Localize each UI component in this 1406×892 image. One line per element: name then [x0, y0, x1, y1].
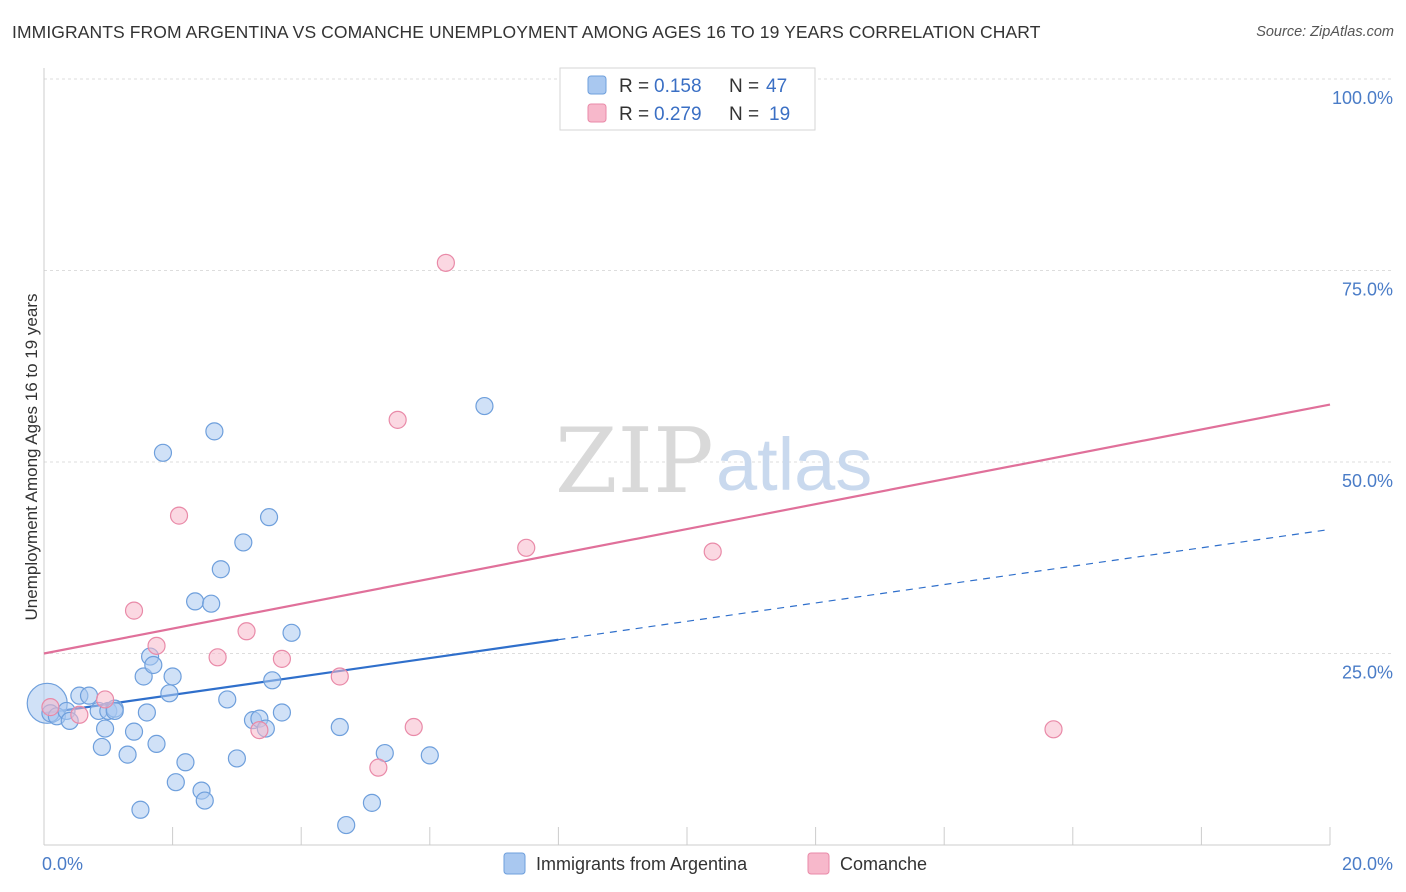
point-comanche [208, 648, 227, 667]
point-argentina [234, 533, 253, 552]
point-argentina [420, 746, 439, 765]
legend-n-label-1: N = [729, 76, 759, 97]
watermark: ZIP atlas [555, 409, 872, 514]
legend-r-value-1: 0.158 [654, 76, 702, 97]
point-argentina [272, 703, 292, 722]
point-argentina [330, 717, 349, 737]
watermark-atlas: atlas [716, 423, 872, 506]
correlation-legend: R = 0.158 N = 47 R = 0.279 N = 19 [559, 67, 816, 131]
point-comanche [147, 636, 166, 655]
trend-lines [43, 403, 1331, 715]
point-argentina [263, 671, 282, 690]
point-argentina [202, 594, 221, 613]
point-comanche [237, 622, 256, 641]
legend-r-label-2: R = [619, 104, 649, 125]
x-tick-label: 0.0% [42, 854, 83, 874]
point-argentina [362, 793, 382, 812]
point-comanche [41, 698, 60, 717]
point-argentina [282, 623, 301, 642]
point-argentina [337, 815, 356, 835]
point-argentina [227, 749, 246, 768]
point-argentina [163, 667, 182, 686]
legend-r-label-1: R = [619, 76, 649, 97]
point-argentina [144, 655, 163, 675]
point-argentina [205, 422, 224, 441]
chart-title: IMMIGRANTS FROM ARGENTINA VS COMANCHE UN… [12, 22, 1041, 42]
point-argentina [153, 443, 173, 462]
legend-n-value-1: 47 [766, 76, 787, 97]
point-argentina [160, 684, 179, 703]
tick-labels: 100.0% 75.0% 50.0% 25.0% 0.0% 20.0% [42, 88, 1393, 874]
legend-n-label-2: N = [729, 104, 759, 125]
point-argentina [124, 722, 144, 741]
x-tick-label: 20.0% [1342, 854, 1393, 874]
point-comanche [330, 667, 349, 686]
bottom-legend-label-argentina: Immigrants from Argentina [536, 854, 748, 874]
legend-r-value-2: 0.279 [654, 104, 702, 125]
point-comanche [703, 542, 722, 561]
trend-line-argentina [43, 638, 559, 715]
point-comanche [250, 720, 269, 740]
point-argentina [195, 791, 214, 810]
y-tick-label: 75.0% [1342, 280, 1393, 300]
trend-line-comanche [43, 403, 1331, 655]
point-argentina [137, 703, 156, 722]
legend-n-value-2: 19 [769, 104, 790, 125]
bottom-legend-swatch-blue [503, 852, 526, 875]
point-argentina [118, 745, 137, 764]
point-comanche [517, 538, 536, 557]
legend-swatch-pink [587, 103, 607, 123]
point-argentina [95, 719, 115, 738]
point-argentina [186, 592, 205, 611]
watermark-zip: ZIP [555, 409, 714, 514]
y-tick-label: 100.0% [1332, 88, 1393, 108]
bottom-legend-swatch-pink [807, 852, 830, 875]
point-argentina [211, 560, 230, 579]
y-tick-label: 25.0% [1342, 663, 1393, 683]
series-legend: Immigrants from Argentina Comanche [503, 852, 927, 875]
point-argentina [166, 773, 185, 792]
point-comanche [369, 758, 388, 777]
point-comanche [70, 705, 89, 724]
point-comanche [388, 410, 407, 429]
point-argentina [259, 508, 279, 527]
point-argentina [131, 800, 150, 819]
point-comanche [272, 649, 292, 668]
legend-swatch-blue [587, 75, 607, 95]
bottom-legend-label-comanche: Comanche [840, 854, 927, 874]
point-argentina [218, 690, 237, 709]
point-argentina [79, 686, 99, 705]
point-argentina [475, 396, 494, 416]
point-comanche [404, 717, 423, 737]
point-comanche [169, 506, 189, 525]
point-comanche [436, 253, 455, 272]
point-comanche [124, 601, 144, 620]
y-axis-label: Unemployment Among Ages 16 to 19 years [22, 294, 41, 621]
data-points [26, 82, 1063, 835]
gridlines [44, 78, 1392, 654]
trend-line-argentina-extrapolated [558, 528, 1331, 641]
point-argentina [176, 753, 195, 772]
point-comanche [95, 690, 115, 709]
point-argentina [147, 734, 166, 753]
point-comanche [1044, 720, 1063, 739]
y-tick-label: 50.0% [1342, 471, 1393, 491]
point-argentina [92, 737, 111, 757]
source-note: Source: ZipAtlas.com [1256, 24, 1394, 40]
